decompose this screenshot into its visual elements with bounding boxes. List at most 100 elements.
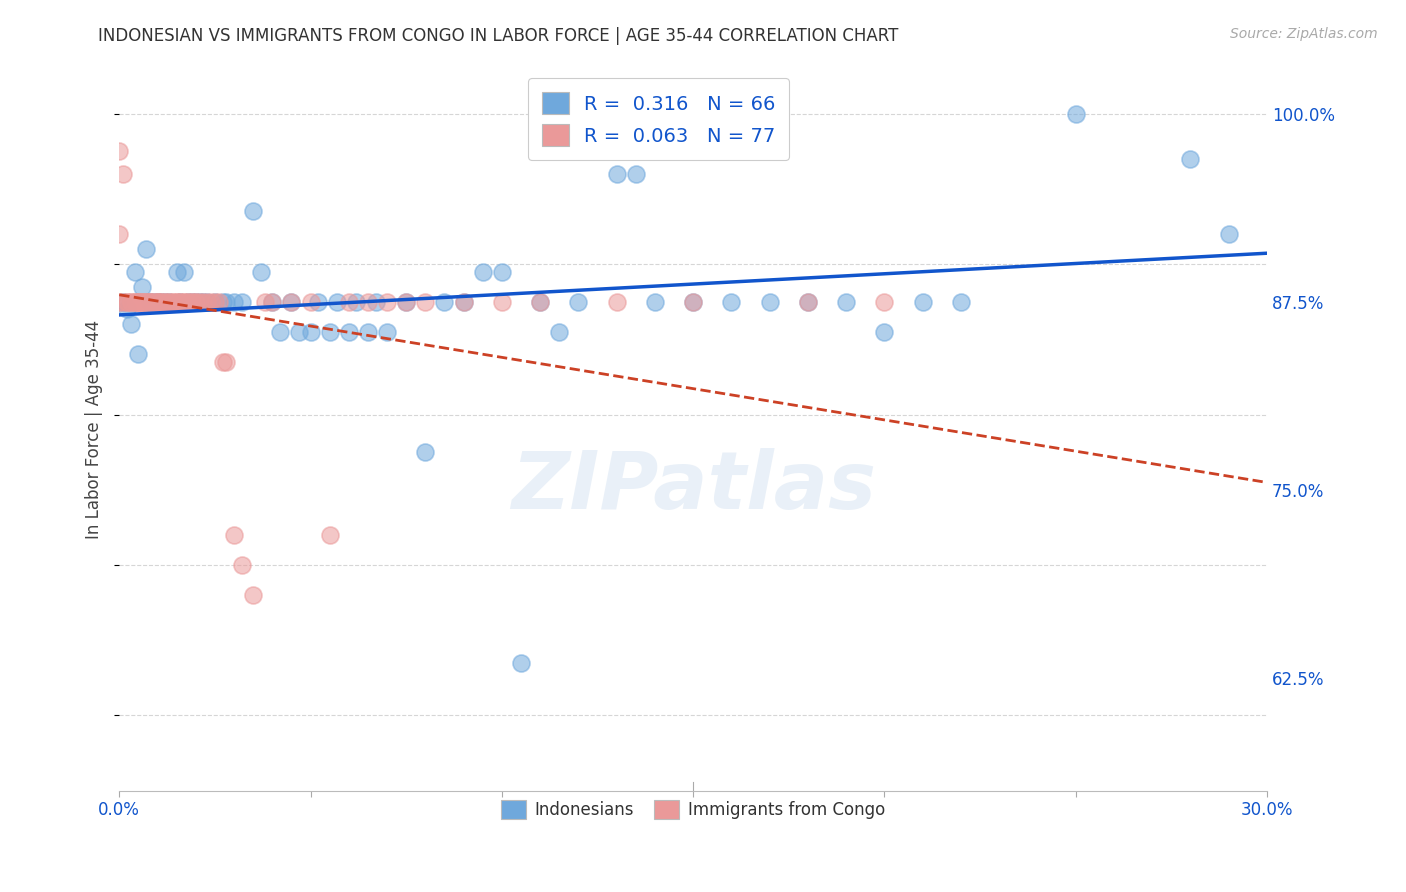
Point: [337, 294, 360, 309]
Point: [131, 294, 153, 309]
Point: [142, 294, 165, 309]
Point: [326, 294, 349, 309]
Point: [288, 325, 311, 339]
Point: [112, 294, 135, 309]
Point: [150, 294, 173, 309]
Point: [529, 294, 551, 309]
Point: [181, 294, 204, 309]
Point: [682, 294, 704, 309]
Point: [127, 347, 149, 361]
Text: INDONESIAN VS IMMIGRANTS FROM CONGO IN LABOR FORCE | AGE 35-44 CORRELATION CHART: INDONESIAN VS IMMIGRANTS FROM CONGO IN L…: [98, 27, 898, 45]
Point: [146, 294, 169, 309]
Point: [135, 294, 157, 309]
Point: [413, 294, 436, 309]
Point: [413, 445, 436, 459]
Point: [142, 294, 165, 309]
Point: [153, 294, 176, 309]
Point: [108, 145, 131, 159]
Point: [222, 294, 245, 309]
Point: [242, 588, 264, 602]
Point: [318, 528, 340, 542]
Point: [471, 264, 494, 278]
Point: [548, 325, 571, 339]
Point: [112, 167, 135, 181]
Point: [108, 227, 131, 241]
Point: [131, 279, 153, 293]
Point: [835, 294, 858, 309]
Point: [357, 325, 380, 339]
Point: [173, 294, 195, 309]
Point: [112, 294, 135, 309]
Point: [108, 294, 131, 309]
Point: [395, 294, 418, 309]
Point: [120, 294, 142, 309]
Point: [299, 325, 322, 339]
Point: [797, 294, 820, 309]
Point: [395, 294, 418, 309]
Point: [195, 294, 218, 309]
Point: [135, 294, 157, 309]
Point: [346, 294, 368, 309]
Point: [567, 294, 589, 309]
Legend: Indonesians, Immigrants from Congo: Indonesians, Immigrants from Congo: [495, 793, 891, 826]
Point: [357, 294, 380, 309]
Point: [173, 294, 195, 309]
Point: [453, 294, 475, 309]
Point: [720, 294, 742, 309]
Point: [166, 264, 188, 278]
Point: [318, 325, 340, 339]
Point: [169, 294, 191, 309]
Point: [215, 294, 238, 309]
Point: [157, 294, 180, 309]
Point: [150, 294, 173, 309]
Point: [253, 294, 276, 309]
Point: [1180, 152, 1202, 166]
Point: [195, 294, 218, 309]
Point: [529, 294, 551, 309]
Point: [124, 264, 146, 278]
Point: [166, 294, 188, 309]
Point: [139, 294, 162, 309]
Point: [146, 294, 169, 309]
Point: [135, 242, 157, 256]
Point: [337, 325, 360, 339]
Point: [177, 294, 200, 309]
Point: [193, 294, 215, 309]
Point: [120, 294, 142, 309]
Point: [222, 528, 245, 542]
Point: [181, 294, 204, 309]
Point: [211, 355, 233, 369]
Point: [433, 294, 456, 309]
Point: [873, 325, 896, 339]
Point: [169, 294, 191, 309]
Point: [307, 294, 329, 309]
Point: [169, 294, 191, 309]
Point: [131, 294, 153, 309]
Point: [188, 294, 211, 309]
Point: [231, 558, 253, 572]
Point: [280, 294, 302, 309]
Point: [146, 294, 169, 309]
Point: [491, 264, 513, 278]
Point: [491, 294, 513, 309]
Point: [142, 294, 165, 309]
Point: [1064, 106, 1087, 120]
Point: [162, 294, 184, 309]
Point: [873, 294, 896, 309]
Point: [139, 294, 162, 309]
Y-axis label: In Labor Force | Age 35-44: In Labor Force | Age 35-44: [86, 320, 103, 539]
Point: [139, 294, 162, 309]
Point: [131, 294, 153, 309]
Point: [453, 294, 475, 309]
Point: [375, 294, 398, 309]
Point: [364, 294, 387, 309]
Text: ZIPatlas: ZIPatlas: [510, 449, 876, 526]
Point: [184, 294, 207, 309]
Point: [242, 204, 264, 219]
Point: [249, 264, 271, 278]
Point: [269, 325, 291, 339]
Point: [127, 294, 149, 309]
Point: [184, 294, 207, 309]
Point: [146, 294, 169, 309]
Point: [162, 294, 184, 309]
